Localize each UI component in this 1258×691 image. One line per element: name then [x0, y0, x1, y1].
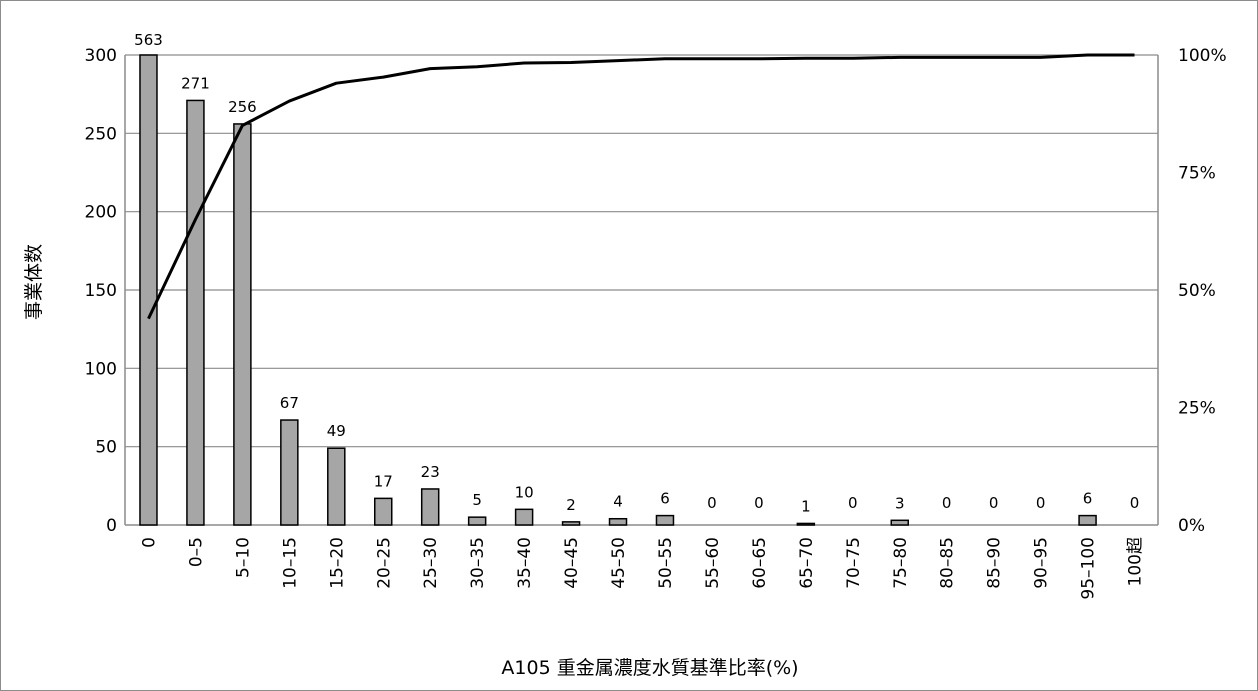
x-tick-70–75: 70–75: [844, 537, 864, 589]
x-tick-10–15: 10–15: [280, 537, 300, 589]
data-label-40–45: 2: [566, 496, 576, 514]
bar-0–5: [186, 99, 205, 526]
bar-95–100: [1078, 514, 1097, 526]
x-tick-55–60: 55–60: [703, 537, 723, 589]
data-label-10–15: 67: [280, 394, 299, 412]
y2-tick-25%: 25%: [1178, 399, 1216, 419]
x-tick-90–95: 90–95: [1032, 537, 1052, 589]
data-label-55–60: 0: [707, 494, 717, 512]
bar-15–20: [327, 447, 346, 526]
x-tick-100超: 100超: [1126, 537, 1146, 586]
x-tick-80–85: 80–85: [938, 537, 958, 589]
y-tick-150: 150: [85, 281, 117, 301]
bar-10–15: [280, 419, 299, 526]
data-label-35–40: 10: [515, 483, 534, 501]
bar-0: [139, 54, 158, 526]
data-label-85–90: 0: [989, 494, 999, 512]
right-axis-ticks: 0% 25% 50% 75% 100%: [1178, 46, 1227, 536]
data-label-50–55: 6: [660, 490, 670, 508]
y-tick-50: 50: [95, 438, 117, 458]
cumulative-line: [147, 53, 1135, 320]
gridlines: [124, 54, 1159, 526]
x-tick-30–35: 30–35: [468, 537, 488, 589]
bar-35–40: [514, 508, 534, 526]
bar-75–80: [890, 519, 909, 526]
data-label-5–10: 256: [228, 98, 257, 116]
y-axis-label: 事業体数: [23, 244, 45, 320]
data-label-30–35: 5: [472, 491, 482, 509]
data-label-60–65: 0: [754, 494, 764, 512]
bar-30–35: [467, 516, 487, 526]
bar-40–45: [561, 521, 581, 526]
x-tick-15–20: 15–20: [327, 537, 347, 589]
x-tick-45–50: 45–50: [609, 537, 629, 589]
y2-tick-0%: 0%: [1178, 516, 1205, 536]
data-label-95–100: 6: [1083, 490, 1093, 508]
y-tick-0: 0: [106, 516, 117, 536]
bar-50–55: [655, 514, 675, 526]
y-tick-200: 200: [85, 203, 117, 223]
x-axis-label: A105 重金属濃度水質基準比率(%): [501, 657, 798, 679]
x-tick-85–90: 85–90: [985, 537, 1005, 589]
bar-25–30: [420, 488, 440, 526]
y-tick-100: 100: [85, 359, 117, 379]
data-label-90–95: 0: [1036, 494, 1046, 512]
bar-5–10: [233, 123, 252, 526]
y2-tick-75%: 75%: [1178, 164, 1216, 184]
x-tick-40–45: 40–45: [562, 537, 582, 589]
y-tick-300: 300: [85, 46, 117, 66]
data-label-65–70: 1: [801, 497, 811, 515]
data-label-15–20: 49: [327, 422, 346, 440]
x-tick-65–70: 65–70: [797, 537, 817, 589]
x-tick-95–100: 95–100: [1079, 537, 1099, 600]
x-tick-35–40: 35–40: [515, 537, 535, 589]
x-tick-0: 0: [139, 537, 159, 548]
data-label-0–5: 271: [181, 74, 210, 92]
x-tick-25–30: 25–30: [421, 537, 441, 589]
x-tick-75–80: 75–80: [891, 537, 911, 589]
x-tick-60–65: 60–65: [750, 537, 770, 589]
x-axis-ticks: 0 0–5 5–10 10–15 15–20 20–25 25–30 30–35 35–40 40…: [139, 537, 1145, 600]
y2-tick-100%: 100%: [1178, 46, 1227, 66]
data-label-70–75: 0: [848, 494, 858, 512]
bar-20–25: [374, 497, 393, 526]
bar-65–70: [796, 522, 816, 526]
cumulative-line-group: [147, 53, 1135, 320]
data-label-75–80: 3: [895, 494, 905, 512]
x-tick-5–10: 5–10: [233, 537, 253, 578]
left-axis-ticks: 0 50 100 150 200 250 300: [85, 46, 117, 536]
bar-45–50: [608, 517, 628, 526]
data-label-45–50: 4: [613, 493, 623, 511]
x-tick-50–55: 50–55: [656, 537, 676, 589]
x-tick-0–5: 0–5: [186, 537, 206, 567]
data-label-80–85: 0: [942, 494, 952, 512]
data-label-25–30: 23: [421, 463, 440, 481]
x-tick-20–25: 20–25: [374, 537, 394, 589]
data-label-0: 563: [134, 31, 163, 49]
data-label-100超: 0: [1130, 494, 1140, 512]
data-label-20–25: 17: [374, 472, 393, 490]
y-tick-250: 250: [85, 124, 117, 144]
y2-tick-50%: 50%: [1178, 281, 1216, 301]
